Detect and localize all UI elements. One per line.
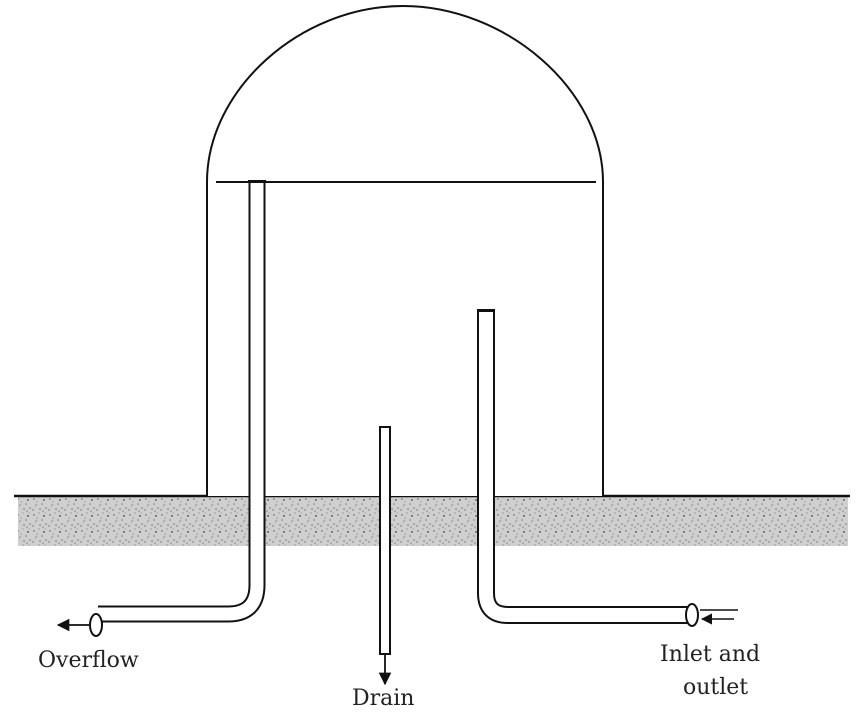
ground-band — [18, 496, 848, 546]
overflow-label: Overflow — [38, 648, 139, 673]
inlet-pipe-top — [477, 309, 495, 312]
inlet-pipe-inner — [479, 310, 688, 622]
inlet-pipe-opening — [685, 603, 699, 627]
inlet-outlet-label-line1: Inlet and — [660, 642, 760, 667]
tank-outline — [206, 4, 604, 496]
overflow-pipe-inner — [98, 182, 264, 621]
drain-label: Drain — [352, 686, 414, 711]
inlet-outlet-label-line2: outlet — [683, 675, 748, 700]
overflow-pipe-opening — [89, 613, 103, 637]
drain-pipe — [379, 426, 391, 655]
overflow-pipe-top — [248, 180, 266, 183]
